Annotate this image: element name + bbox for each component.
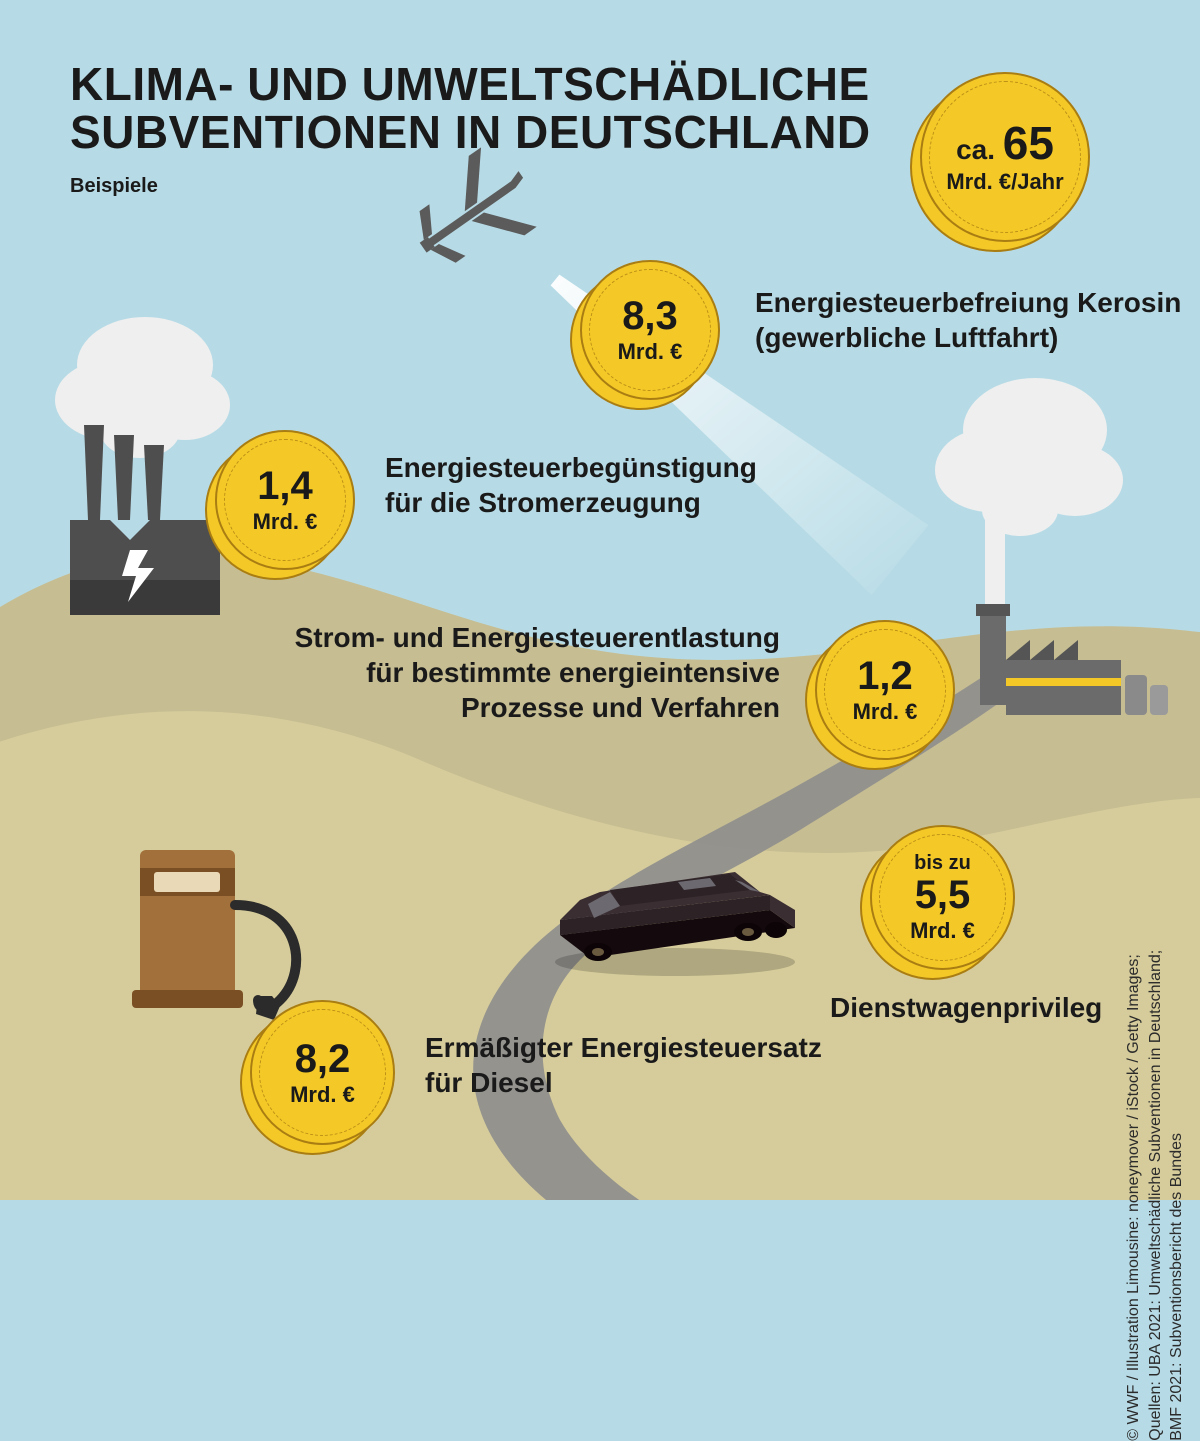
title-line1: KLIMA- UND UMWELTSCHÄDLICHE — [70, 58, 870, 110]
power-gen-label: Energiesteuerbegünstigungfür die Stromer… — [385, 450, 757, 520]
power-plant-icon — [55, 317, 230, 615]
power-gen-coin: 1,4 Mrd. € — [215, 430, 355, 570]
energy-intensive-coin: 1,2 Mrd. € — [815, 620, 955, 760]
title-line2: SUBVENTIONEN IN DEUTSCHLAND — [70, 108, 871, 156]
energy-intensive-label: Strom- und Energiesteuerentlastungfür be… — [295, 620, 780, 725]
diesel-coin: 8,2 Mrd. € — [250, 1000, 395, 1145]
diesel-label: Ermäßigter Energiesteuersatzfür Diesel — [425, 1030, 822, 1100]
airplane-icon — [395, 138, 551, 287]
total-coin: ca. 65 Mrd. €/Jahr — [920, 72, 1090, 242]
kerosene-coin: 8,3 Mrd. € — [580, 260, 720, 400]
page-title: KLIMA- UND UMWELTSCHÄDLICHE SUBVENTIONEN… — [70, 60, 871, 157]
company-car-label: Dienstwagenprivileg — [830, 990, 1102, 1025]
subtitle: Beispiele — [70, 175, 158, 198]
kerosene-label: Energiesteuerbefreiung Kerosin(gewerblic… — [755, 285, 1181, 355]
credits: © WWF / Illustration Limousine: noneymov… — [1123, 950, 1188, 1441]
company-car-coin: bis zu 5,5 Mrd. € — [870, 825, 1015, 970]
